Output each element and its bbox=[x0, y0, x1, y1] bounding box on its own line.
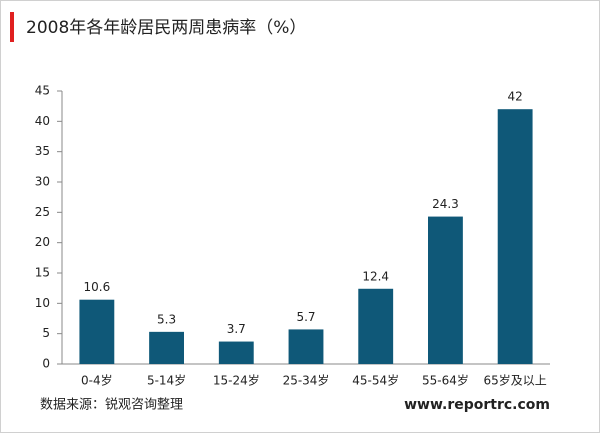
title-accent bbox=[10, 12, 14, 42]
source-note: 数据来源：锐观咨询整理 bbox=[40, 398, 183, 413]
bar bbox=[428, 216, 463, 364]
y-tick-label: 35 bbox=[35, 144, 50, 158]
value-label: 5.7 bbox=[296, 310, 315, 324]
bar bbox=[497, 109, 533, 364]
y-tick-label: 40 bbox=[35, 114, 50, 128]
value-label: 24.3 bbox=[432, 197, 459, 211]
y-tick-label: 20 bbox=[35, 235, 50, 249]
x-tick-label: 0-4岁 bbox=[81, 373, 113, 388]
value-label: 12.4 bbox=[362, 269, 389, 283]
value-label: 5.3 bbox=[157, 312, 176, 326]
x-tick-label: 65岁及以上 bbox=[484, 373, 547, 388]
value-label: 10.6 bbox=[83, 280, 110, 294]
bar bbox=[358, 288, 394, 364]
x-tick-label: 25-34岁 bbox=[283, 373, 330, 388]
value-label: 3.7 bbox=[227, 322, 246, 336]
bar bbox=[149, 331, 184, 364]
bar bbox=[218, 341, 254, 364]
value-label: 42 bbox=[508, 90, 523, 104]
y-tick-label: 0 bbox=[42, 357, 50, 371]
x-tick-label: 55-64岁 bbox=[422, 373, 469, 388]
y-tick-label: 25 bbox=[35, 205, 50, 219]
y-tick-label: 15 bbox=[35, 266, 50, 280]
x-tick-label: 45-54岁 bbox=[352, 373, 399, 388]
y-tick-label: 5 bbox=[42, 326, 50, 340]
website: www.reportrc.com bbox=[404, 397, 550, 413]
y-tick-label: 10 bbox=[35, 296, 50, 310]
bar bbox=[288, 329, 324, 364]
x-tick-label: 5-14岁 bbox=[147, 373, 186, 388]
bar bbox=[79, 299, 115, 364]
y-tick-label: 45 bbox=[35, 84, 50, 98]
chart-title: 2008年各年龄居民两周患病率（%） bbox=[26, 18, 306, 38]
y-tick-label: 30 bbox=[35, 175, 50, 189]
x-tick-label: 15-24岁 bbox=[213, 373, 260, 388]
